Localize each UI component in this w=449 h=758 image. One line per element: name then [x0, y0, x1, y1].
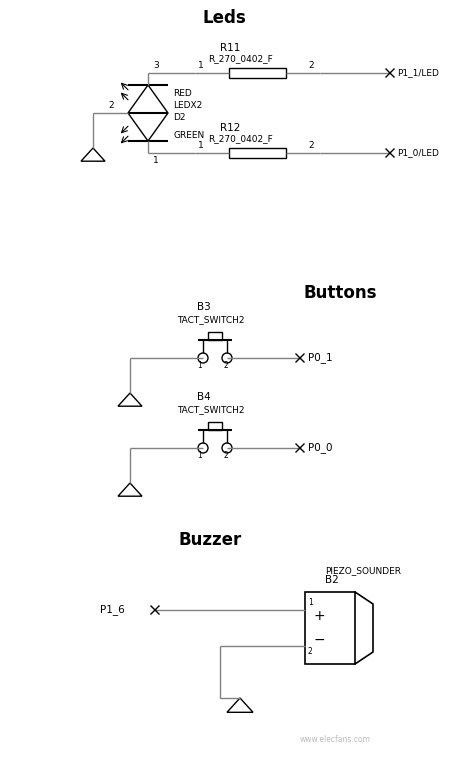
Text: LEDX2: LEDX2	[173, 101, 202, 109]
Bar	[305, 592, 355, 664]
Text: 2: 2	[308, 141, 313, 150]
Text: 1: 1	[198, 141, 204, 150]
Text: −: −	[313, 633, 325, 647]
Bar	[229, 68, 286, 78]
Text: +: +	[313, 609, 325, 623]
Text: Buzzer: Buzzer	[178, 531, 242, 549]
Text: Buttons: Buttons	[303, 284, 377, 302]
Text: 2: 2	[308, 647, 313, 656]
Text: PIEZO_SOUNDER: PIEZO_SOUNDER	[325, 566, 401, 575]
Text: D2: D2	[173, 112, 185, 121]
Bar	[229, 148, 286, 158]
Text: 2: 2	[223, 451, 228, 460]
Text: 1: 1	[197, 451, 202, 460]
Text: R_270_0402_F: R_270_0402_F	[208, 54, 273, 63]
Text: R_270_0402_F: R_270_0402_F	[208, 134, 273, 143]
Text: 1: 1	[308, 598, 313, 607]
Text: B3: B3	[197, 302, 211, 312]
Text: GREEN: GREEN	[173, 130, 204, 139]
Text: 2: 2	[108, 101, 114, 110]
Text: P1_1/LED: P1_1/LED	[397, 68, 439, 77]
Text: B4: B4	[197, 392, 211, 402]
Text: R11: R11	[220, 43, 240, 53]
Text: 3: 3	[153, 61, 159, 70]
Text: Leds: Leds	[202, 9, 246, 27]
Text: 1: 1	[153, 156, 159, 165]
Text: P1_6: P1_6	[100, 605, 125, 615]
Bar	[208, 332, 222, 340]
Text: www.elecfans.com: www.elecfans.com	[299, 735, 370, 744]
Text: R12: R12	[220, 123, 240, 133]
Text: 1: 1	[198, 61, 204, 70]
Bar	[208, 422, 222, 430]
Text: TACT_SWITCH2: TACT_SWITCH2	[177, 405, 245, 414]
Text: RED: RED	[173, 89, 192, 98]
Text: 2: 2	[223, 361, 228, 370]
Text: B2: B2	[325, 575, 339, 585]
Text: 2: 2	[308, 61, 313, 70]
Text: 1: 1	[197, 361, 202, 370]
Text: P0_1: P0_1	[308, 352, 333, 363]
Text: TACT_SWITCH2: TACT_SWITCH2	[177, 315, 245, 324]
Text: P0_0: P0_0	[308, 443, 333, 453]
Text: P1_0/LED: P1_0/LED	[397, 149, 439, 158]
